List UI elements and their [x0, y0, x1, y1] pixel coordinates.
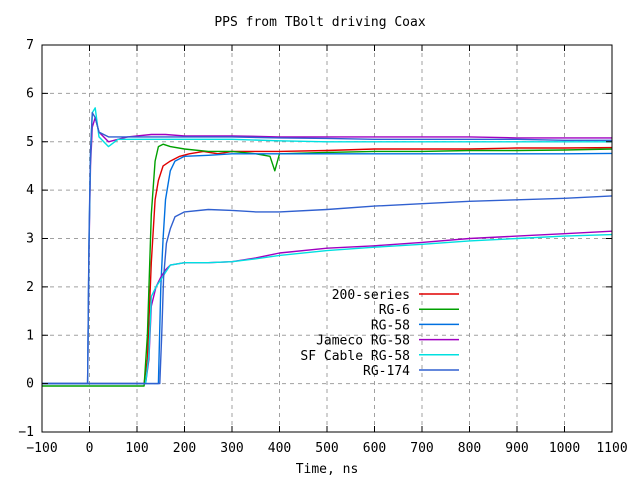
- x-tick-label: −100: [26, 441, 57, 456]
- series-lines: [42, 107, 613, 387]
- legend-label: RG-174: [363, 364, 410, 379]
- x-tick-label: 900: [505, 441, 528, 456]
- y-tick-label: 2: [26, 280, 34, 295]
- legend-label: RG-58: [371, 318, 410, 333]
- legend-label: SF Cable RG-58: [300, 349, 410, 364]
- y-tick-label: 0: [26, 377, 34, 392]
- x-tick-label: 600: [363, 441, 386, 456]
- x-tick-label: 1000: [549, 441, 580, 456]
- x-tick-label: 0: [86, 441, 94, 456]
- y-tick-label: 1: [26, 328, 34, 343]
- series-line: [42, 233, 613, 385]
- x-tick-label: 400: [268, 441, 291, 456]
- x-tick-label: 100: [125, 441, 148, 456]
- x-tick-label: 800: [458, 441, 481, 456]
- x-tick-label: 1100: [596, 441, 627, 456]
- series-line: [42, 195, 613, 385]
- axis-ticks: −100 0 100 200 300 400 500 600 700 800 900 1000 1100…: [18, 38, 627, 456]
- x-tick-label: 700: [410, 441, 433, 456]
- series-line-rg-58: [42, 152, 613, 385]
- legend-label: Jameco RG-58: [316, 334, 410, 349]
- y-tick-label: −1: [18, 425, 34, 440]
- legend-label: 200-series: [332, 288, 410, 303]
- legend-label: RG-6: [379, 303, 410, 318]
- y-tick-label: 6: [26, 86, 34, 101]
- chart-title: PPS from TBolt driving Coax: [214, 15, 425, 30]
- x-tick-label: 200: [173, 441, 196, 456]
- y-tick-label: 5: [26, 135, 34, 150]
- y-tick-label: 3: [26, 232, 34, 247]
- x-tick-label: 500: [315, 441, 338, 456]
- x-tick-label: 300: [220, 441, 243, 456]
- series-line-rg-174: [42, 111, 612, 385]
- y-tick-label: 4: [26, 183, 34, 198]
- x-axis-label: Time, ns: [296, 462, 359, 477]
- series-line-rg-6: [42, 143, 613, 387]
- y-tick-label: 7: [26, 38, 34, 53]
